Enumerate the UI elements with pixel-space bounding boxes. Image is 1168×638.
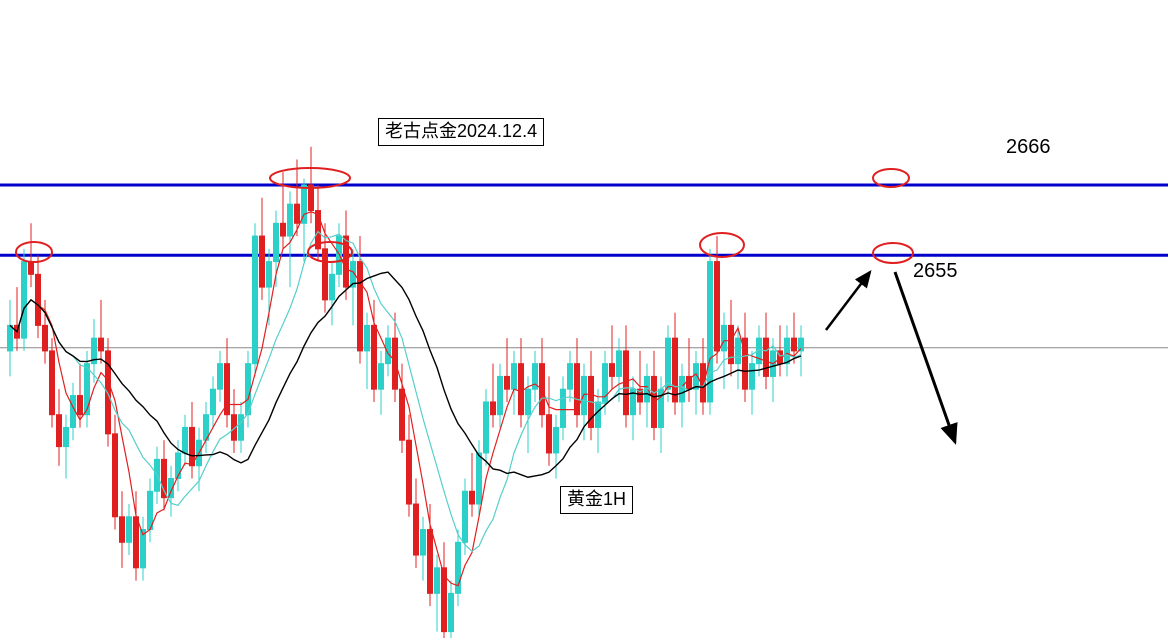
chart-title-box: 老古点金2024.12.4 — [378, 118, 544, 146]
price-label-2655: 2655 — [913, 260, 958, 283]
chart-title-text: 老古点金2024.12.4 — [385, 121, 537, 141]
candlestick-chart: 老古点金2024.12.4 黄金1H 2666 2655 — [0, 0, 1168, 638]
chart-svg — [0, 0, 1168, 638]
chart-subtitle-box: 黄金1H — [560, 486, 633, 514]
chart-subtitle-text: 黄金1H — [567, 489, 626, 509]
price-label-2666: 2666 — [1006, 136, 1051, 159]
